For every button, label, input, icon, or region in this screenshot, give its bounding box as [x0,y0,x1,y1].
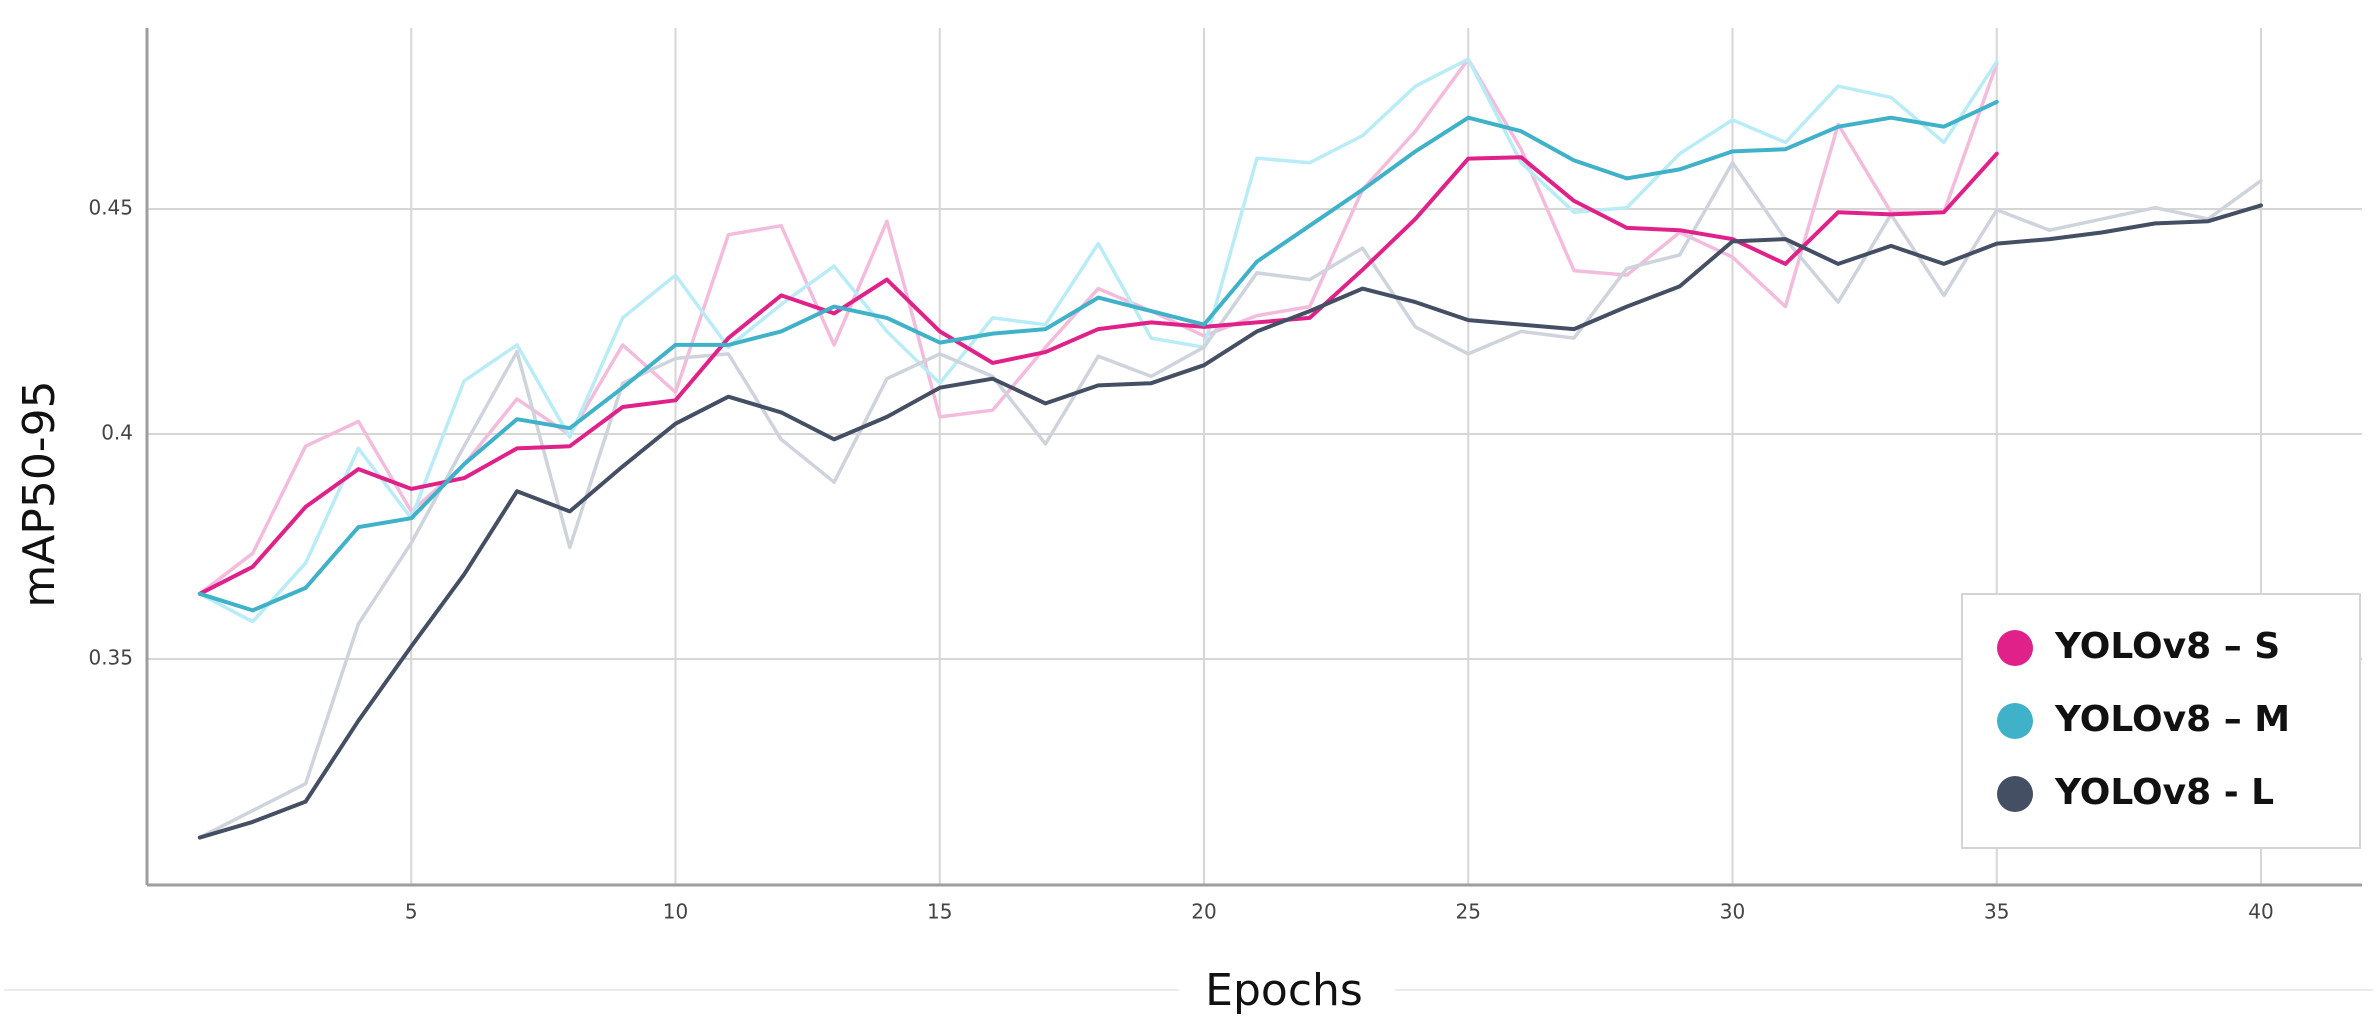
smoothed-series-lines [197,99,2263,840]
legend-marker [1997,776,2033,812]
legend-label: YOLOv8 - L [2054,772,2274,813]
x-axis-title: Epochs [1205,965,1363,1016]
raw-series-lines [198,57,2263,840]
y-axis-title: mAP50-95 [14,380,65,607]
raw-series-line [198,57,1999,624]
raw-series-line [198,57,1999,596]
x-axis-title-backdrop [1179,960,1395,1020]
x-tick-label: 15 [927,900,952,924]
y-tick-label: 0.35 [88,646,133,670]
legend-label: YOLOv8 – S [2054,626,2280,667]
x-tick-label: 30 [1720,900,1745,924]
series-line [197,151,1999,596]
x-tick-label: 40 [2248,900,2273,924]
series-line [197,203,2263,840]
x-tick-label: 25 [1456,900,1481,924]
y-tick-label: 0.4 [101,421,133,445]
legend-marker [1997,630,2033,666]
tick-labels: 5 10 15 20 25 30 35 40 0.35 0.4 0.45 [88,196,2273,924]
x-tick-label: 35 [1984,900,2009,924]
legend: YOLOv8 – S YOLOv8 – M YOLOv8 - L [1961,593,2361,849]
x-tick-label: 20 [1191,900,1216,924]
legend-label: YOLOv8 – M [2054,699,2290,740]
y-tick-label: 0.45 [88,196,133,220]
series-line [197,99,1999,613]
x-tick-label: 10 [663,900,688,924]
legend-marker [1997,703,2033,739]
x-tick-label: 5 [405,900,418,924]
